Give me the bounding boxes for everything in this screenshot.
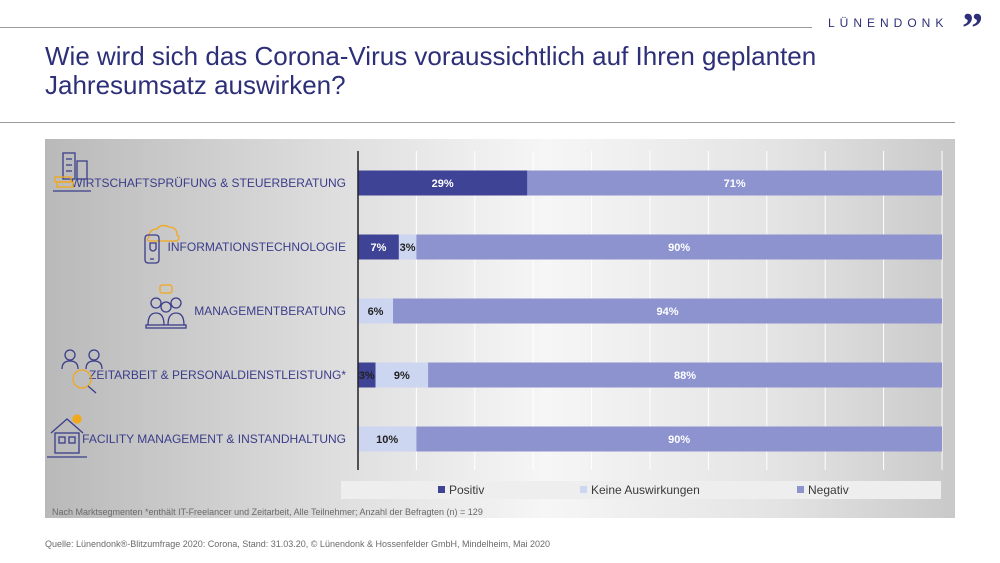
page-title: Wie wird sich das Corona-Virus voraussic… xyxy=(45,42,945,100)
legend-swatch xyxy=(580,486,587,493)
data-label: 6% xyxy=(368,306,384,318)
data-label: 90% xyxy=(668,242,690,254)
legend-swatch xyxy=(797,486,804,493)
bar-segment xyxy=(416,234,942,260)
data-label: 3% xyxy=(400,242,416,254)
bar-segment xyxy=(358,426,417,452)
legend-label: Positiv xyxy=(449,483,484,497)
bar-segment xyxy=(398,234,417,260)
bar-segment xyxy=(358,298,394,324)
chart: 29% 71% WIRTSCHAFTSPRÜFUNG & STEUERBERATUN… xyxy=(47,151,943,499)
data-label: 94% xyxy=(657,306,679,318)
brand-wordmark: LÜNENDONK xyxy=(828,16,949,30)
category-label: MANAGEMENTBERATUNG xyxy=(194,304,346,318)
source-note: Quelle: Lünendonk®-Blitzumfrage 2020: Co… xyxy=(45,539,551,549)
title-rule xyxy=(0,122,955,123)
category-label: WIRTSCHAFTSPRÜFUNG & STEUERBERATUNG xyxy=(71,176,346,190)
chart-panel: 29% 71% WIRTSCHAFTSPRÜFUNG & STEUERBERATUN… xyxy=(45,139,955,518)
top-rule xyxy=(0,27,812,28)
data-label: 10% xyxy=(376,434,398,446)
data-label: 29% xyxy=(432,178,454,190)
data-label: 90% xyxy=(668,434,690,446)
data-label: 9% xyxy=(394,370,410,382)
bar-segment xyxy=(358,234,399,260)
data-label: 7% xyxy=(370,242,386,254)
category-label: INFORMATIONSTECHNOLOGIE xyxy=(168,240,346,254)
bar-segment xyxy=(358,170,528,196)
category-label: ZEITARBEIT & PERSONALDIENSTLEISTUNG* xyxy=(89,368,346,382)
data-label: 88% xyxy=(674,370,696,382)
title-line-1: Wie wird sich das Corona-Virus voraussic… xyxy=(45,41,817,71)
bar-segment xyxy=(393,298,942,324)
brand-quote-mark: ” xyxy=(962,6,983,52)
team-chat-icon xyxy=(145,284,187,329)
legend-label: Keine Auswirkungen xyxy=(591,483,700,497)
chart-footnote: Nach Marktsegmenten *enthält IT-Freelanc… xyxy=(52,507,483,517)
bar-segment xyxy=(358,362,376,388)
cloud-phone-shield-icon xyxy=(144,224,180,264)
category-label: FACILITY MANAGEMENT & INSTANDHALTUNG xyxy=(82,432,346,446)
data-label: 71% xyxy=(724,178,746,190)
people-search-icon xyxy=(61,349,103,394)
bar-segment xyxy=(416,426,942,452)
bar-segment xyxy=(527,170,942,196)
legend-swatch xyxy=(438,486,445,493)
title-line-2: Jahresumsatz auswirken? xyxy=(45,70,346,100)
legend-label: Negativ xyxy=(808,483,849,497)
house-sun-icon xyxy=(47,414,87,458)
bar-segment xyxy=(375,362,429,388)
buildings-coins-icon xyxy=(53,152,91,192)
legend-background xyxy=(341,481,941,499)
bar-segment xyxy=(428,362,943,388)
data-label: 3% xyxy=(359,370,375,382)
